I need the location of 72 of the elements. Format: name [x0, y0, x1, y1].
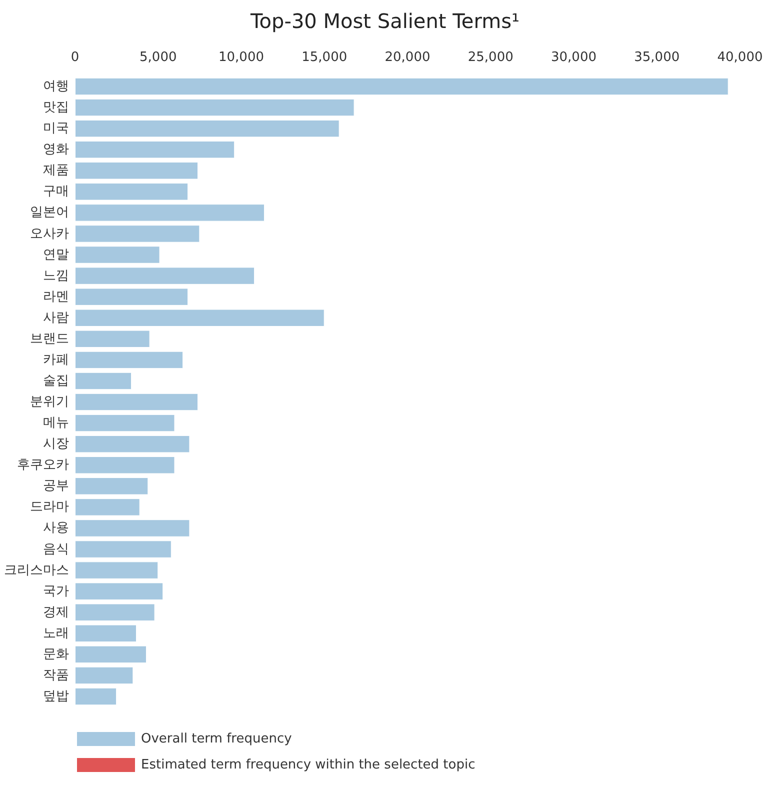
y-tick-label: 느낌: [43, 268, 69, 284]
x-tick-label: 5,000: [140, 50, 177, 65]
y-tick-label: 노래: [43, 626, 69, 641]
y-tick-label: 카페: [43, 352, 69, 368]
bar: [75, 330, 150, 348]
bar: [75, 162, 198, 180]
bar: [75, 478, 148, 495]
bar: [75, 267, 255, 284]
bar: [75, 646, 146, 664]
y-tick-label: 여행: [43, 79, 69, 94]
bar: [75, 309, 324, 327]
y-tick-label: 작품: [43, 668, 69, 683]
x-tick-label: 20,000: [384, 50, 430, 65]
bar: [75, 624, 137, 642]
bar: [75, 288, 188, 306]
y-tick-label: 오사카: [30, 226, 69, 242]
y-tick-label: 제품: [43, 163, 69, 178]
y-tick-label: 메뉴: [43, 416, 69, 431]
bar: [75, 183, 188, 200]
y-tick-label: 분위기: [30, 394, 69, 410]
y-tick-label: 맛집: [43, 100, 69, 116]
y-tick-label: 드라마: [30, 500, 69, 515]
y-tick-label: 라멘: [43, 289, 69, 304]
y-tick-label: 술집: [43, 373, 69, 388]
bar: [75, 604, 155, 621]
y-tick-label: 구매: [43, 184, 69, 200]
x-tick-label: 0: [70, 50, 80, 65]
y-tick-label: 공부: [43, 478, 69, 494]
bar: [75, 562, 158, 579]
bar: [75, 498, 140, 516]
bar: [75, 688, 117, 706]
bar: [75, 351, 184, 369]
bar: [75, 520, 190, 537]
x-tick-label: 15,000: [302, 50, 348, 65]
bar: [75, 78, 728, 96]
y-tick-label: 시장: [43, 436, 69, 452]
chart-title: Top-30 Most Salient Terms¹: [249, 9, 520, 33]
bar: [75, 414, 175, 432]
y-tick-label: 영화: [43, 142, 69, 158]
y-tick-label: 문화: [43, 646, 69, 662]
bar: [75, 98, 354, 116]
bar: [75, 393, 198, 411]
bar: [75, 225, 200, 242]
y-tick-label: 일본어: [30, 205, 69, 220]
bar: [75, 435, 190, 453]
bar: [75, 120, 340, 138]
y-tick-label: 미국: [43, 121, 69, 136]
x-tick-label: 25,000: [468, 50, 514, 65]
y-tick-label: 후쿠오카: [17, 458, 69, 473]
bar: [75, 540, 172, 558]
y-tick-label: 사람: [43, 310, 69, 326]
x-tick-label: 35,000: [634, 50, 680, 65]
bar: [75, 666, 134, 684]
y-tick-label: 사용: [43, 520, 69, 536]
bar: [75, 456, 175, 474]
bar: [75, 204, 265, 222]
legend-label: Overall term frequency: [141, 732, 292, 746]
x-tick-label: 10,000: [218, 50, 264, 65]
y-tick-label: 국가: [43, 584, 69, 599]
y-tick-label: 브랜드: [30, 331, 69, 346]
x-tick-label: 30,000: [551, 50, 596, 65]
y-tick-label: 덮밥: [43, 688, 69, 704]
bar: [75, 246, 160, 264]
x-tick-label: 40,000: [717, 50, 763, 65]
legend-label: Estimated term frequency within the selected topic: [141, 758, 476, 772]
bar: [75, 140, 235, 158]
y-tick-label: 연말: [43, 247, 69, 262]
bar: [75, 372, 132, 390]
y-tick-label: 경제: [43, 604, 69, 620]
y-tick-label: 음식: [43, 542, 69, 557]
y-tick-label: 크리스마스: [4, 562, 69, 578]
bar: [75, 582, 164, 600]
